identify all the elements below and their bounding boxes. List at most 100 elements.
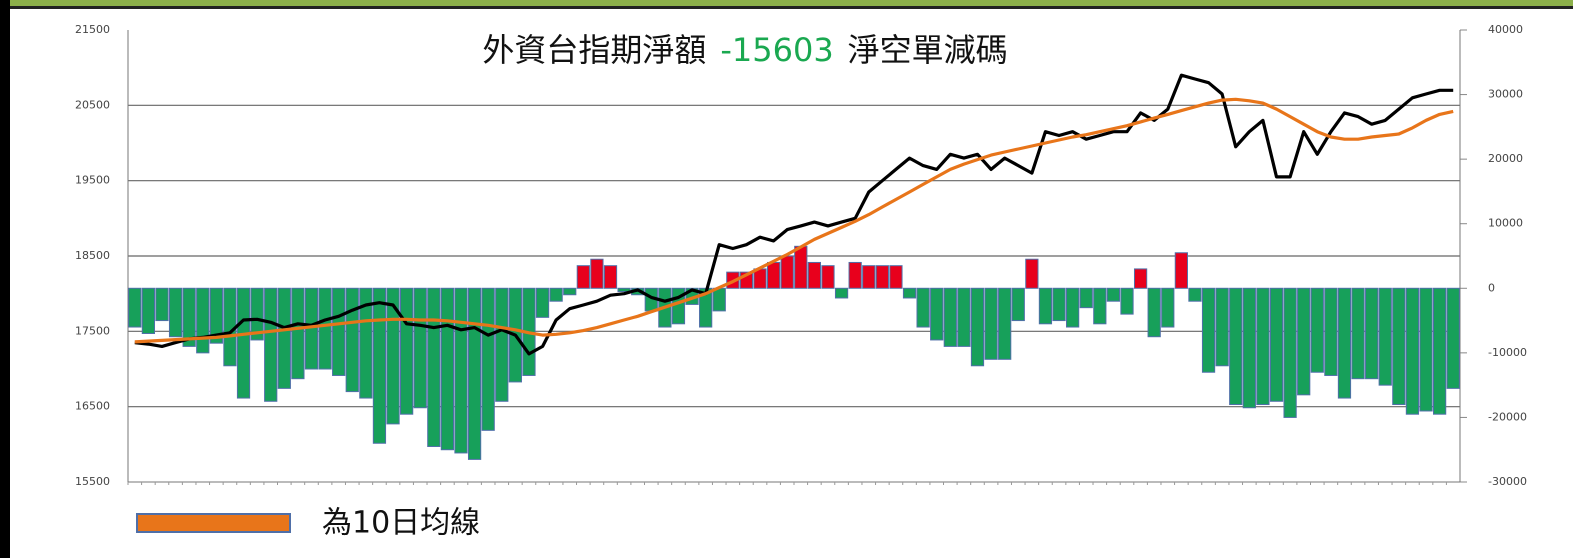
bar [603,265,618,289]
bar [712,287,726,312]
y-tick-label: 20500 [75,98,110,111]
bar [862,265,876,289]
bar [1038,287,1053,325]
y2-tick-label: -10000 [1488,346,1527,359]
bar [413,287,427,409]
title-part: 淨空單減碼 [848,31,1008,69]
bar [291,287,305,380]
bar [209,287,223,344]
bar [794,245,808,289]
bar [318,287,332,370]
y2-tick-label: 10000 [1488,217,1523,230]
bar [807,261,822,289]
bar [1229,287,1243,406]
y-tick-label: 16500 [75,400,110,413]
bar [889,265,903,289]
bar [264,287,278,402]
bar [250,287,264,341]
bar [155,287,169,322]
bar [998,287,1012,360]
bar [957,287,971,347]
bar [821,265,835,289]
bar [970,287,985,367]
bar [1446,287,1460,389]
y-tick-label: 19500 [75,174,110,187]
bar [984,287,998,360]
bar [1215,287,1229,367]
bar [1324,287,1338,376]
bar [1419,287,1433,412]
bar [848,261,862,289]
bar [332,287,346,376]
chart-title: 外資台指期淨額 -15603 淨空單減碼 [482,31,1007,69]
bar [943,287,957,347]
top-band [0,0,1573,6]
bar [1011,287,1025,322]
bar [930,287,944,341]
y2-tick-label: 30000 [1488,88,1523,101]
bar [1188,287,1202,302]
bar [834,287,849,299]
y-tick-label: 21500 [75,23,110,36]
bar [1174,252,1188,289]
line [134,97,1454,344]
y-tick-label: 17500 [75,324,110,337]
bar [1365,287,1379,380]
bar [549,287,563,302]
bar [1351,287,1365,380]
title-part: -15603 [720,31,833,69]
bar [359,287,373,399]
bar [535,287,550,318]
bar [1025,258,1039,289]
bar [1378,287,1392,386]
y-tick-label: 18500 [75,249,110,262]
bar [386,287,400,425]
bar [196,287,210,354]
bar [1256,287,1270,406]
bar [440,287,455,451]
title-part: 外資台指期淨額 [482,31,706,69]
bar [128,287,142,328]
bar [563,287,577,296]
bar [1106,287,1121,302]
bar [1297,287,1311,396]
y2-tick-label: -30000 [1488,475,1527,488]
bar [590,258,604,289]
bar [182,287,196,347]
top-rule [0,6,1573,9]
bar [427,287,441,447]
bar [495,287,509,402]
bar [1310,287,1324,373]
left-border [0,0,10,558]
bar [617,287,631,293]
bar [454,287,468,454]
bar [236,287,251,399]
y2-tick-label: 20000 [1488,152,1523,165]
y-tick-label: 15500 [75,475,110,488]
bar [1432,287,1447,415]
y2-tick-label: -20000 [1488,410,1527,423]
bar [141,287,156,334]
bar [766,261,781,289]
bar [372,287,387,444]
bar [1133,268,1148,289]
bar [1066,287,1080,328]
bar [1052,287,1066,322]
legend-label: 為10日均線 [322,506,480,541]
bar [1269,287,1284,402]
bar [400,287,414,415]
bar [1201,287,1216,373]
bar [576,265,590,289]
bar [345,287,359,393]
bar [1120,287,1134,315]
bar [1093,287,1107,325]
bar [277,287,291,389]
legend-swatch [136,513,291,533]
bar [1147,287,1161,338]
y2-tick-label: 40000 [1488,23,1523,36]
bar [875,265,889,289]
bar [1405,287,1420,415]
bar [168,287,183,338]
bar [481,287,495,431]
